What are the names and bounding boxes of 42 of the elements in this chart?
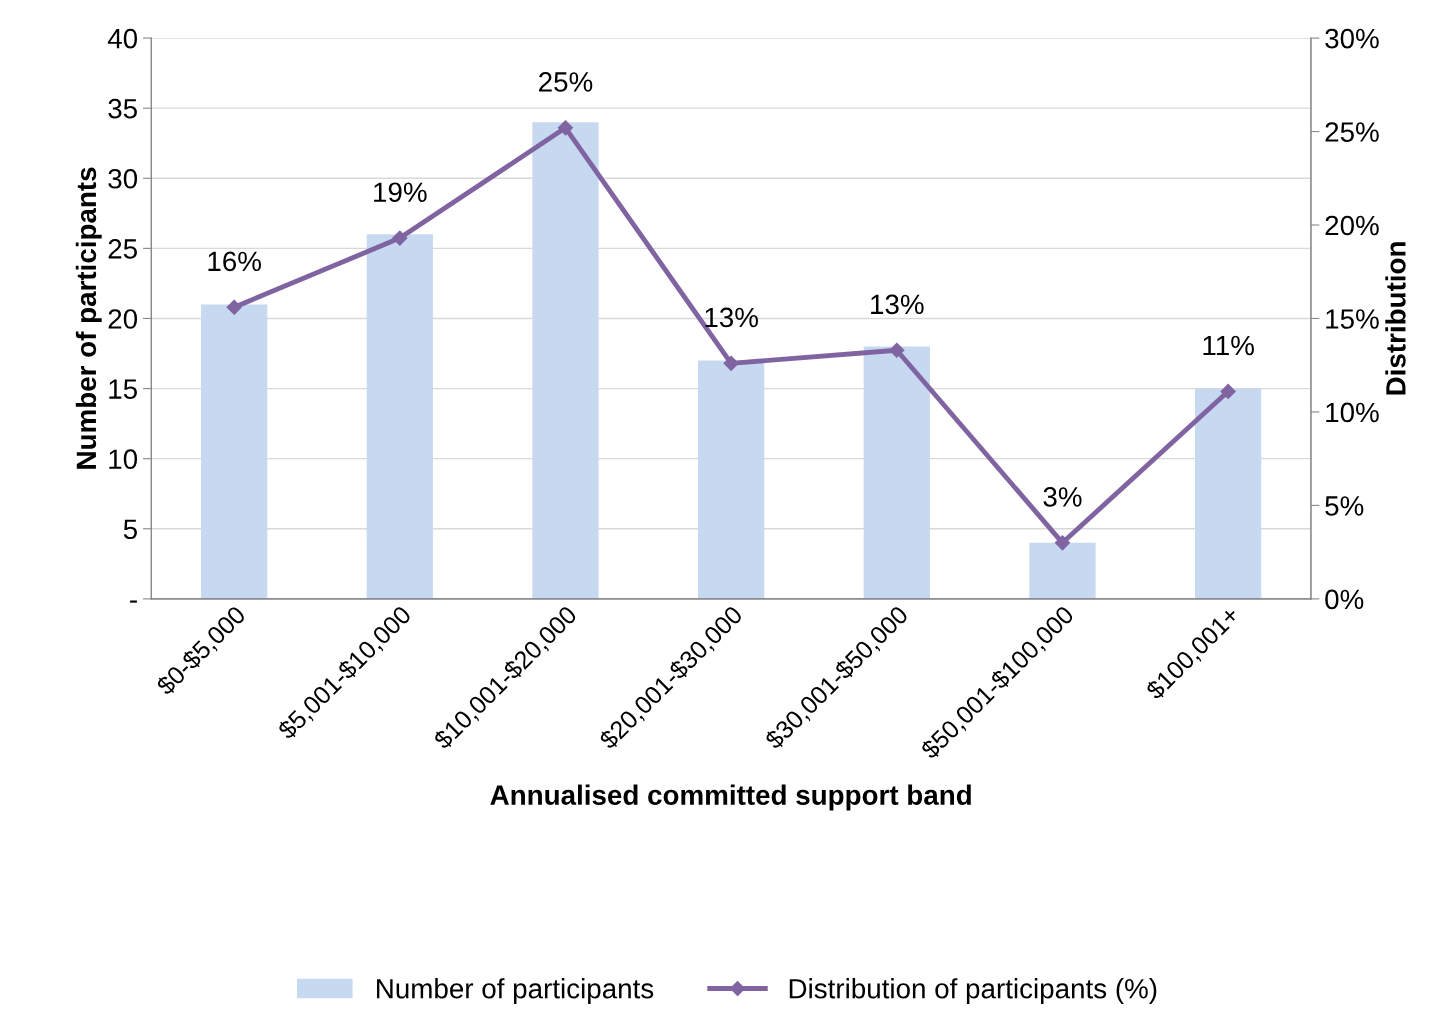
point [723, 355, 739, 371]
y2-tick-label: 10% [1326, 402, 1379, 423]
y2-axis-title: Distribution [1385, 242, 1406, 395]
bar [532, 122, 599, 599]
y-tick-label: 40 [107, 28, 138, 49]
y2-tick-label: 0% [1325, 589, 1364, 610]
point [889, 342, 905, 358]
data-label: 13% [705, 307, 758, 328]
y-tick-label: 35 [108, 98, 137, 119]
data-label: 19% [374, 182, 427, 203]
y-tick-label: 30 [108, 168, 138, 189]
bar [698, 360, 765, 599]
x-axis-title: Annualised committed support band [490, 784, 971, 811]
y-tick-label: 10 [109, 449, 138, 470]
legend-label: Number of participants [377, 978, 654, 1004]
point [1054, 535, 1071, 551]
point [392, 230, 408, 246]
bar [1029, 542, 1096, 599]
bar [1194, 388, 1262, 599]
y2-tick-label: 15% [1326, 309, 1379, 329]
y-tick-label: - [130, 600, 137, 603]
data-label: 3% [1043, 487, 1082, 507]
y-tick-label: 15 [109, 379, 137, 399]
point [557, 120, 574, 136]
point [226, 299, 242, 315]
bar [863, 346, 930, 599]
point [1220, 383, 1236, 399]
y-tick-label: 20 [108, 309, 138, 329]
legend-label: Distribution of participants (%) [789, 978, 1157, 1004]
y2-tick-label: 20% [1325, 215, 1379, 236]
y2-tick-label: 5% [1325, 496, 1364, 516]
data-label: 11% [1203, 335, 1254, 356]
data-label: 16% [208, 251, 261, 272]
bar [201, 304, 268, 599]
y-tick-label: 5 [123, 519, 137, 540]
data-label: 13% [871, 294, 924, 315]
y2-tick-label: 25% [1325, 122, 1379, 142]
y-tick-label: 25 [108, 239, 137, 259]
bar [366, 234, 433, 599]
y2-tick-label: 30% [1325, 28, 1379, 49]
data-label: 25% [539, 72, 593, 92]
y-axis-title: Number of participants [75, 167, 102, 469]
